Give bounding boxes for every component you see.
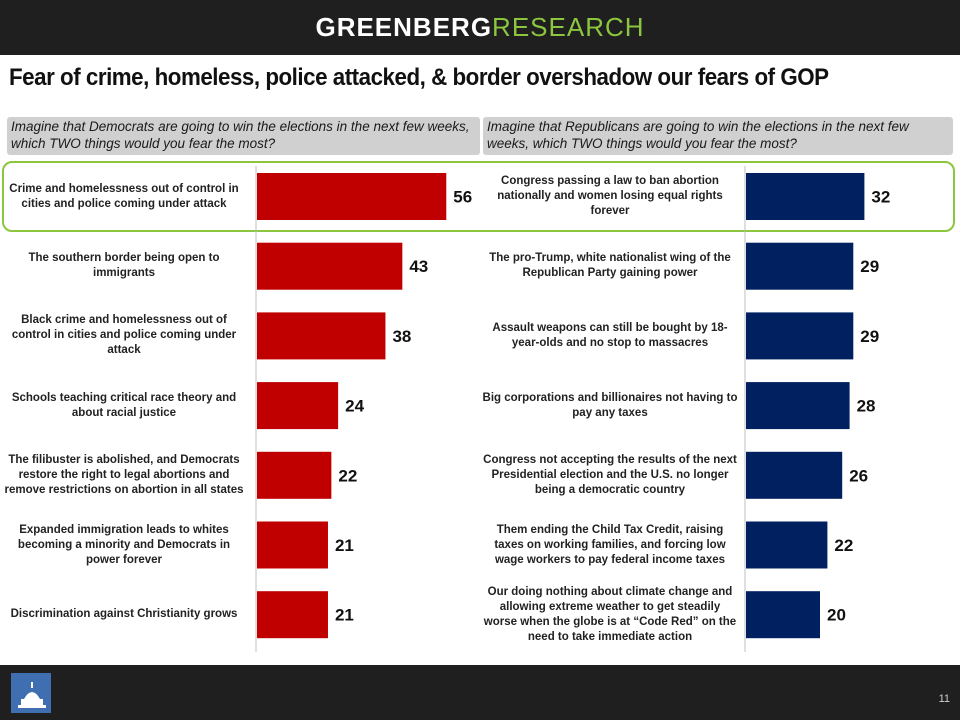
gop-bar-1	[746, 173, 865, 220]
dem-value-label-3: 38	[392, 327, 411, 346]
question-democrats: Imagine that Democrats are going to win …	[7, 117, 480, 155]
dem-category-label-1: Crime and homelessness out of control in…	[9, 182, 239, 210]
dem-value-label-2: 43	[409, 257, 428, 276]
dem-category-label-3: Black crime and homelessness out of cont…	[11, 314, 237, 357]
dem-bar-3	[257, 312, 386, 360]
gop-value-label-6: 22	[834, 536, 853, 555]
dem-category-label-4: Schools teaching critical race theory an…	[11, 391, 237, 419]
dem-bar-4	[257, 382, 339, 430]
gop-value-label-7: 20	[827, 606, 846, 625]
gop-value-label-3: 29	[860, 327, 879, 346]
gop-category-label-5: Congress not accepting the results of th…	[483, 453, 737, 496]
dem-value-label-6: 21	[335, 536, 354, 555]
top-row-highlight	[2, 161, 955, 232]
gop-bar-2	[746, 242, 854, 290]
gop-category-label-3: Assault weapons can still be bought by 1…	[492, 321, 728, 349]
dem-category-label-6: Expanded immigration leads to whites bec…	[17, 523, 231, 566]
dem-bar-7	[257, 591, 328, 639]
dem-value-label-1: 56	[453, 188, 472, 207]
gop-category-label-4: Big corporations and billionaires not ha…	[482, 391, 738, 419]
gop-category-label-7: Our doing nothing about climate change a…	[483, 585, 737, 643]
dem-category-label-2: The southern border being open to immigr…	[28, 252, 220, 280]
top-bar	[0, 0, 960, 55]
gop-category-label-2: The pro-Trump, white nationalist wing of…	[489, 252, 731, 280]
dem-value-label-7: 21	[335, 606, 354, 625]
dem-bar-1	[257, 173, 447, 220]
dem-bar-6	[257, 521, 328, 569]
question-republicans: Imagine that Republicans are going to wi…	[483, 117, 953, 155]
bottom-bar	[0, 665, 960, 720]
dem-value-label-4: 24	[345, 397, 364, 416]
gop-bar-6	[746, 521, 828, 569]
gop-value-label-4: 28	[857, 397, 876, 416]
brand-part1: GREENBERG	[315, 12, 493, 42]
gop-bar-5	[746, 451, 843, 499]
slide-title: Fear of crime, homeless, police attacked…	[9, 64, 829, 91]
bar-charts: 56 43 38 24 22 21 21 32 29 29 28 26 22 20	[255, 166, 890, 652]
gop-bar-7	[746, 591, 820, 639]
brand-logo: GREENBERGRESEARCH	[0, 12, 960, 42]
gop-category-label-1: Congress passing a law to ban abortion n…	[497, 175, 723, 217]
gop-value-label-5: 26	[849, 466, 868, 485]
gop-value-label-1: 32	[871, 188, 890, 207]
page-number: 11	[938, 693, 950, 705]
gop-value-label-2: 29	[860, 257, 879, 276]
capitol-logo-icon	[11, 673, 51, 713]
gop-bar-4	[746, 382, 850, 430]
dem-value-label-5: 22	[338, 466, 357, 485]
dem-category-label-5: The filibuster is abolished, and Democra…	[4, 453, 244, 496]
gop-category-label-6: Them ending the Child Tax Credit, raisin…	[494, 523, 726, 566]
gop-bar-3	[746, 312, 854, 360]
dem-bar-2	[257, 242, 403, 290]
dem-bar-5	[257, 451, 332, 499]
brand-part2: RESEARCH	[492, 12, 645, 42]
dem-category-label-7: Discrimination against Christianity grow…	[10, 608, 238, 621]
